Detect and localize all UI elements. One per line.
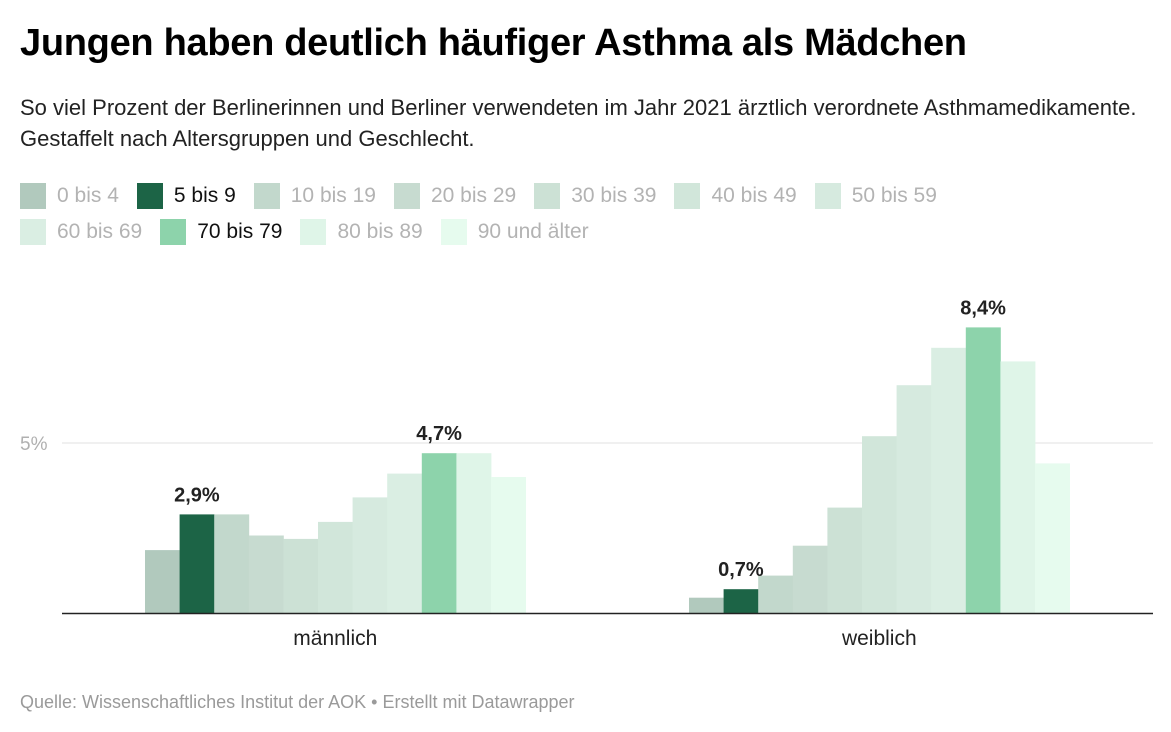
bar [421,453,457,613]
bar [248,535,284,613]
legend-item[interactable]: 10 bis 19 [253,183,376,209]
bar [931,347,967,613]
legend: 0 bis 4 5 bis 9 10 bis 19 20 bis 29 30 bis 3… [20,178,1160,250]
legend-swatch [440,219,467,245]
legend-item[interactable]: 40 bis 49 [674,183,797,209]
bar [965,327,1001,613]
legend-item[interactable]: 90 und älter [440,219,589,245]
legend-label: 80 bis 89 [337,220,423,243]
legend-label: 0 bis 4 [57,184,119,207]
bar [792,545,828,613]
chart-title: Jungen haben deutlich häufiger Asthma al… [20,22,967,64]
bar [896,385,932,613]
legend-item[interactable]: 5 bis 9 [136,183,236,209]
source-note: Quelle: Wissenschaftliches Institut der … [20,692,575,712]
legend-swatch [674,183,701,209]
legend-swatch [20,183,46,209]
legend-label: 10 bis 19 [290,184,376,207]
bar [387,473,423,613]
legend-item[interactable]: 20 bis 29 [393,183,517,209]
legend-item[interactable]: 70 bis 79 [160,219,282,245]
bar [1035,463,1070,613]
legend-label: 60 bis 69 [57,220,143,243]
bar [758,575,794,613]
bar [283,538,319,613]
legend-swatch [393,183,420,209]
legend-swatch [814,183,841,209]
legend-swatch [20,219,46,245]
bar [179,514,215,613]
bar [1000,361,1036,613]
legend-swatch [136,183,163,209]
bar [214,514,250,613]
legend-swatch [534,183,561,209]
x-category-label: männlich [293,627,377,650]
bar [491,477,526,613]
data-label: 8,4% [960,297,1006,319]
legend-item[interactable]: 60 bis 69 [20,219,142,245]
bar [145,550,180,613]
legend-label: 70 bis 79 [197,220,283,243]
legend-item[interactable]: 50 bis 59 [814,183,937,209]
bar [352,497,388,613]
bar [456,453,492,613]
legend-label: 50 bis 59 [851,184,937,207]
legend-swatch [160,219,187,245]
legend-row: 0 bis 4 5 bis 9 10 bis 19 20 bis 29 30 bis 3… [20,178,1160,214]
legend-swatch [253,183,280,209]
chart-subtitle: So viel Prozent der Berlinerinnen und Be… [20,95,1137,151]
legend-label: 30 bis 39 [571,184,657,207]
bar [827,507,863,613]
legend-label: 20 bis 29 [430,184,517,207]
y-tick-label: 5% [20,434,48,455]
legend-item[interactable]: 30 bis 39 [534,183,656,209]
data-label: 4,7% [416,423,462,445]
legend-swatch [300,219,327,245]
bar [723,589,759,613]
legend-row: 60 bis 69 70 bis 79 80 bis 89 90 und älter [20,214,1160,250]
data-label: 0,7% [718,559,764,581]
x-category-label: weiblich [841,627,917,650]
bar [318,521,353,613]
bar [689,597,724,613]
legend-label: 5 bis 9 [173,184,236,207]
data-label: 2,9% [174,484,220,506]
legend-label: 90 und älter [477,220,589,243]
legend-item[interactable]: 0 bis 4 [20,183,119,209]
legend-item[interactable]: 80 bis 89 [300,219,423,245]
legend-label: 40 bis 49 [711,184,797,207]
bar [862,436,897,613]
